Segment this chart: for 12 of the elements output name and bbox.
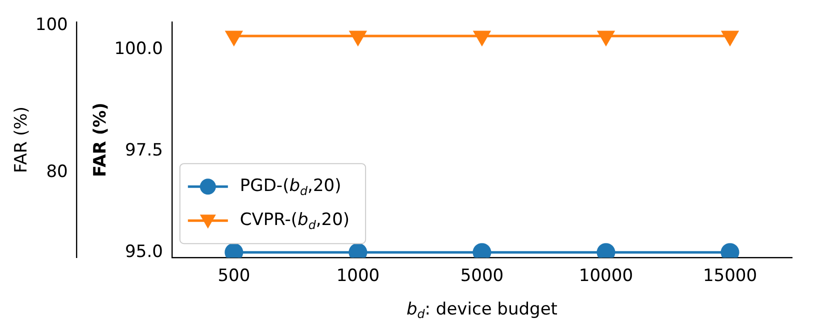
y2-tick-label: 100 (35, 15, 68, 36)
y-tick-label: 95.0 (125, 242, 163, 262)
x-tick-label: 1000 (336, 266, 380, 286)
y-axis-title: FAR (%) (90, 102, 110, 178)
y2-axis-title: FAR (%) (12, 106, 32, 174)
y-tick-label: 100.0 (114, 38, 163, 59)
x-tick-label: 10000 (578, 266, 634, 286)
x-tick-label: 5000 (460, 266, 504, 286)
x-tick-label: 15000 (702, 266, 758, 286)
x-tick-label: 500 (218, 266, 250, 286)
y-tick-label: 97.5 (125, 140, 163, 160)
y2-tick-label: 80 (46, 162, 68, 182)
